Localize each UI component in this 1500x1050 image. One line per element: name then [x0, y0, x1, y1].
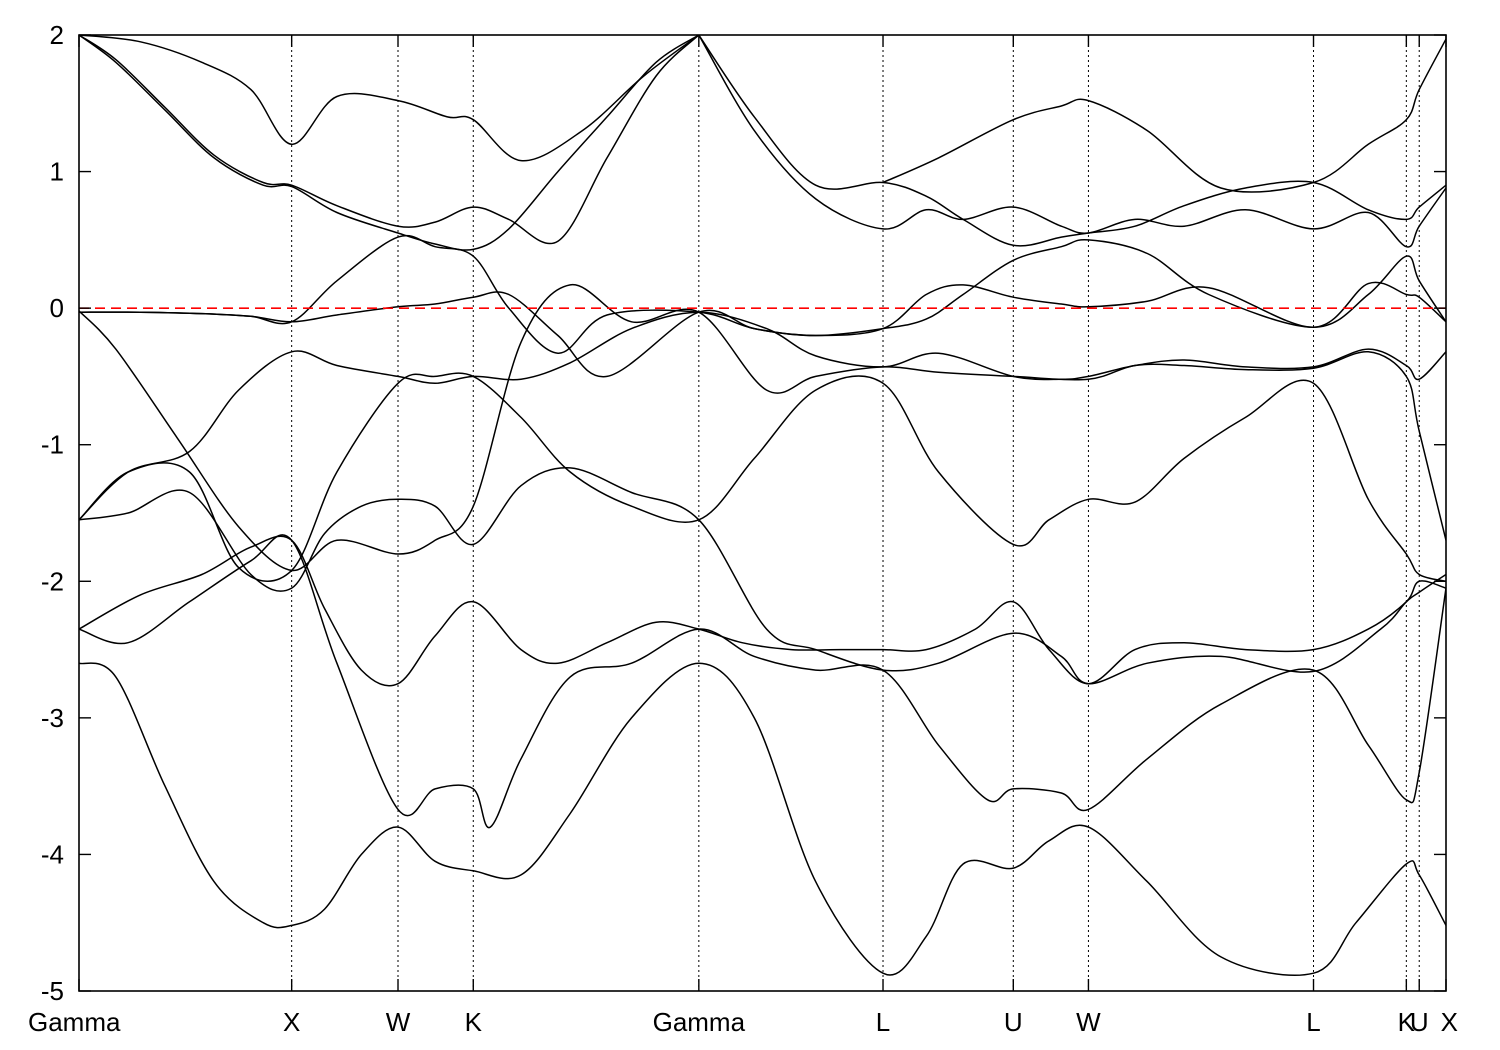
- x-tick-label: L: [876, 1007, 890, 1037]
- band-series-line: [79, 372, 1446, 583]
- band-series-line: [79, 467, 1446, 685]
- x-tick-label: X: [283, 1007, 300, 1037]
- plot-frame: [78, 34, 1447, 992]
- y-tick-label: 1: [50, 157, 64, 187]
- y-axis-ticks: -5 -4 -3 -2 -1 0 1 2: [41, 20, 1446, 1006]
- band-series-line: [882, 38, 1446, 193]
- kpoint-divider-lines: [291, 35, 1420, 991]
- band-series-line: [79, 35, 700, 251]
- y-tick-label: -5: [41, 976, 64, 1006]
- band-series-line: [79, 35, 700, 162]
- x-tick-label: X: [1441, 1007, 1458, 1037]
- y-tick-label: 2: [50, 20, 64, 50]
- band-series-line: [79, 535, 1446, 687]
- x-tick-label: K: [1398, 1007, 1416, 1037]
- band-series-line: [698, 35, 1446, 247]
- band-lines: [79, 35, 1446, 976]
- x-tick-label: U: [1410, 1007, 1429, 1037]
- y-tick-label: -3: [41, 703, 64, 733]
- x-tick-label: L: [1306, 1007, 1320, 1037]
- x-axis-ticks: Gamma X W K Gamma L U W L KU X: [28, 35, 1458, 1037]
- band-series-line: [79, 662, 1446, 976]
- y-tick-label: 0: [50, 293, 64, 323]
- y-tick-label: -4: [41, 839, 64, 869]
- band-series-line: [698, 35, 1446, 248]
- x-tick-label: K: [465, 1007, 483, 1037]
- band-series-line: [79, 284, 1446, 572]
- y-tick-label: -1: [41, 430, 64, 460]
- x-tick-label: Gamma: [653, 1007, 746, 1037]
- x-tick-label: U: [1004, 1007, 1023, 1037]
- x-tick-label: W: [1076, 1007, 1101, 1037]
- y-tick-label: -2: [41, 566, 64, 596]
- band-series-line: [79, 534, 1446, 828]
- x-tick-label: W: [386, 1007, 411, 1037]
- band-series-line: [79, 311, 1446, 521]
- band-series-line: [79, 234, 1446, 354]
- x-tick-label: Gamma: [28, 1007, 121, 1037]
- band-series-line: [79, 35, 700, 245]
